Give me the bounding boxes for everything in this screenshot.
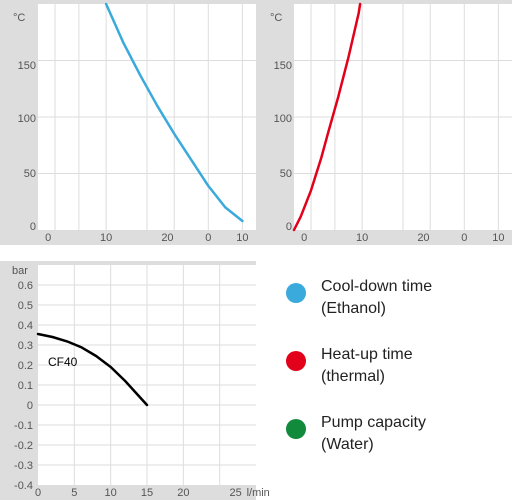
x-tick-label: 20 [177, 487, 189, 499]
y-tick-label: 0.1 [18, 380, 33, 392]
x-tick-label: l/min [247, 487, 270, 499]
x-tick-label: 10 [105, 487, 117, 499]
x-tick-label: 10 [100, 232, 112, 244]
y-tick-label: -0.2 [14, 440, 33, 452]
y-tick-label: 0.5 [18, 300, 33, 312]
y-tick-label: 100 [18, 113, 36, 125]
x-tick-label: 0 [205, 232, 211, 244]
x-tick-label: 0 [301, 232, 307, 244]
y-tick-label: 0 [27, 400, 33, 412]
legend-item-pump: Pump capacity (Water) [286, 412, 506, 480]
series-line [36, 332, 149, 407]
x-tick-label: 15 [141, 487, 153, 499]
y-tick-label: 0 [286, 221, 292, 233]
series-label-cf40: CF40 [48, 355, 78, 369]
x-tick-label: 0 [35, 487, 41, 499]
x-tick-label: 10 [236, 232, 248, 244]
pump-dot-icon [286, 419, 306, 439]
series-line [292, 2, 362, 232]
chart-heatup: 010200102030min050100150 °C [256, 0, 512, 245]
y-tick-label: 0.2 [18, 360, 33, 372]
heatup-dot-icon [286, 351, 306, 371]
y-tick-label: 0.4 [18, 320, 33, 332]
y-tick-label: 150 [18, 60, 36, 72]
y-axis-unit: °C [270, 12, 282, 24]
chart-pump: 0 5 10 15 20 25 l/min 0.6 0.5 0.4 0.3 0.2 0.1 0 -0.1 -0… [0, 261, 270, 500]
y-tick-label: 100 [274, 113, 292, 125]
legend-label: Pump capacity (Water) [321, 414, 426, 453]
y-tick-label: -0.3 [14, 460, 33, 472]
y-tick-label: -0.1 [14, 420, 33, 432]
x-tick-label: 10 [356, 232, 368, 244]
legend-item-heatup: Heat-up time (thermal) [286, 344, 506, 412]
legend: Cool-down time (Ethanol) Heat-up time (t… [286, 276, 506, 480]
x-tick-label: 10 [492, 232, 504, 244]
x-tick-label: 5 [71, 487, 77, 499]
x-tick-label: 25 [230, 487, 242, 499]
x-tick-label: 20 [161, 232, 173, 244]
y-tick-label: 0 [30, 221, 36, 233]
y-axis-unit: °C [13, 12, 25, 24]
series-line [104, 2, 244, 223]
y-axis-unit: bar [12, 265, 28, 277]
y-tick-label: 0.6 [18, 280, 33, 292]
legend-item-cooldown: Cool-down time (Ethanol) [286, 276, 506, 344]
y-tick-label: -0.4 [14, 480, 33, 492]
x-tick-label: 0 [461, 232, 467, 244]
legend-label: Heat-up time (thermal) [321, 346, 413, 385]
y-tick-label: 50 [280, 168, 292, 180]
legend-label: Cool-down time (Ethanol) [321, 278, 433, 317]
x-tick-label: 0 [45, 232, 51, 244]
cooldown-dot-icon [286, 283, 306, 303]
y-tick-label: 50 [24, 168, 36, 180]
y-tick-label: 150 [274, 60, 292, 72]
y-tick-label: 0.3 [18, 340, 33, 352]
x-tick-label: 20 [417, 232, 429, 244]
